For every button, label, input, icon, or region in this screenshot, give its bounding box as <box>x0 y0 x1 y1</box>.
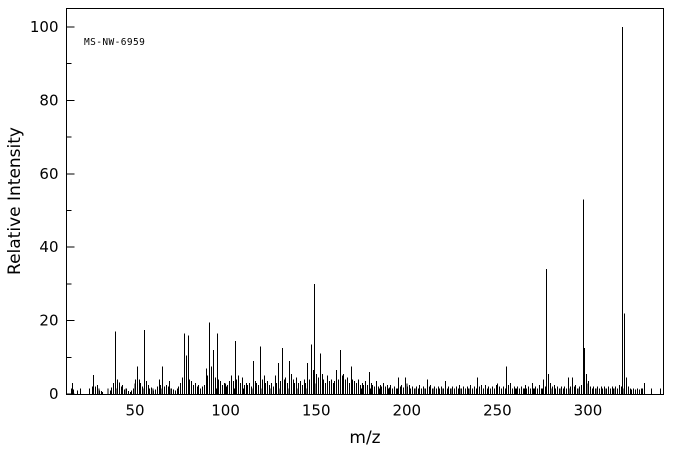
spectrum-peaks <box>72 27 645 395</box>
y-axis-title: Relative Intensity <box>5 127 25 275</box>
plot-frame-border <box>65 7 665 396</box>
y-tick-label: 60 <box>39 165 58 183</box>
x-tick-label: 50 <box>125 402 144 420</box>
y-tick-label: 20 <box>39 312 58 330</box>
y-axis: 0 20 40 60 80 100 <box>30 18 75 403</box>
y-tick-label: 40 <box>39 238 58 256</box>
x-tick-label: 200 <box>392 402 421 420</box>
x-tick-label: 300 <box>574 402 603 420</box>
y-tick-label: 0 <box>49 385 59 403</box>
sample-id-annotation: MS-NW-6959 <box>84 37 145 48</box>
y-tick-label: 80 <box>39 91 58 109</box>
x-tick-label: 250 <box>483 402 512 420</box>
x-tick-label: 100 <box>211 402 240 420</box>
x-axis-title: m/z <box>349 428 380 448</box>
y-tick-label: 100 <box>30 18 59 36</box>
x-tick-label: 150 <box>302 402 331 420</box>
